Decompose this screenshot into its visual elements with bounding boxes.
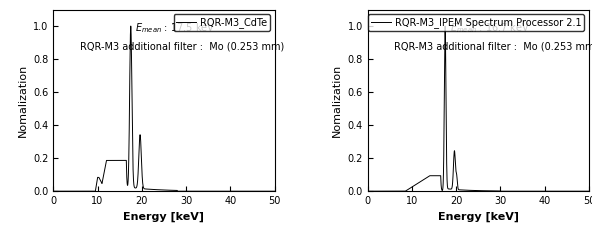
X-axis label: Energy [keV]: Energy [keV] xyxy=(124,212,204,222)
Y-axis label: Nomalization: Nomalization xyxy=(332,64,342,137)
Text: $E_{mean}$ : 17.5 keV: $E_{mean}$ : 17.5 keV xyxy=(135,21,215,35)
Legend: RQR-M3_CdTe: RQR-M3_CdTe xyxy=(173,14,270,31)
X-axis label: Energy [keV]: Energy [keV] xyxy=(438,212,519,222)
Text: RQR-M3 additional filter :  Mo (0.253 mm): RQR-M3 additional filter : Mo (0.253 mm) xyxy=(80,42,284,52)
Text: RQR-M3 additional filter :  Mo (0.253 mm): RQR-M3 additional filter : Mo (0.253 mm) xyxy=(394,42,592,52)
Y-axis label: Nomalization: Nomalization xyxy=(18,64,27,137)
Text: $E_{mean}$ : 16.7 keV: $E_{mean}$ : 16.7 keV xyxy=(449,21,529,35)
Legend: RQR-M3_IPEM Spectrum Processor 2.1: RQR-M3_IPEM Spectrum Processor 2.1 xyxy=(368,14,584,31)
